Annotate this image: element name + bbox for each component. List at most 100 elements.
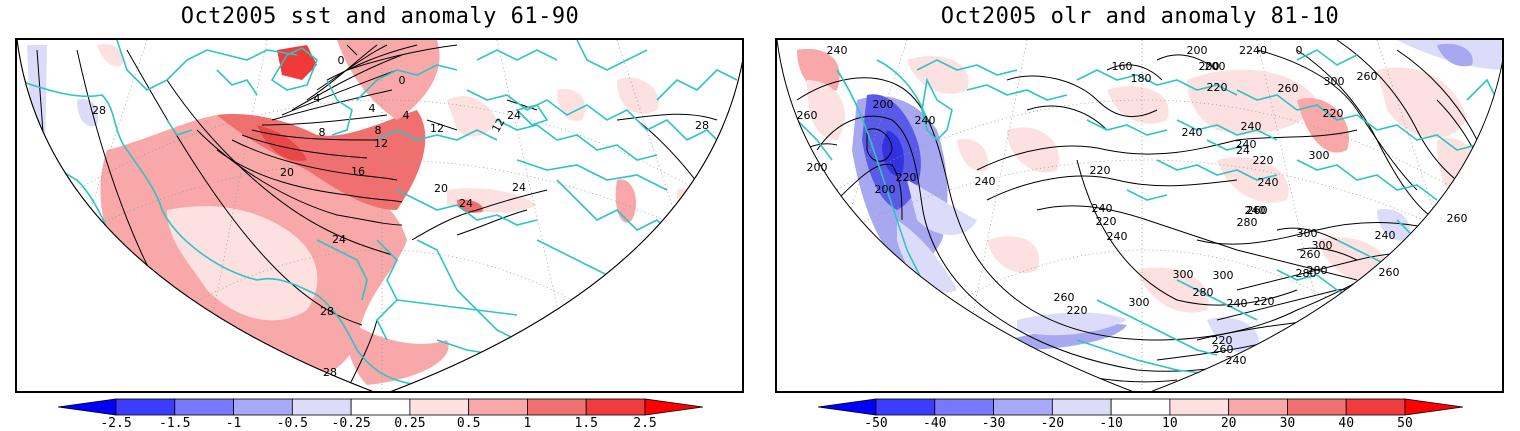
coastlines <box>17 40 738 388</box>
contour-label: 24 <box>1236 144 1250 157</box>
olr-colorbar <box>818 398 1463 416</box>
contour-label: 0 <box>1296 44 1303 57</box>
contour-label: 240 <box>1092 202 1113 215</box>
colorbar-box <box>527 398 587 416</box>
colorbar-box <box>115 398 176 416</box>
contour-label: 24 <box>507 109 521 122</box>
colorbar-box <box>1228 398 1288 416</box>
contour-label: 16 <box>351 165 365 178</box>
colorbar-tick-label: 50 <box>1397 416 1413 431</box>
colorbar-tick-label: -0.25 <box>331 416 371 431</box>
colorbar-upper-extend <box>1404 398 1463 416</box>
sst-contours <box>36 44 738 391</box>
contour-label: 280 <box>1193 286 1214 299</box>
colorbar-upper-extend <box>644 398 703 416</box>
contour-label: 300 <box>1297 227 1318 240</box>
contour-label: 20 <box>280 166 294 179</box>
contour-label: 300 <box>1324 75 1345 88</box>
contour-label: 220 <box>1253 154 1274 167</box>
contour-label: 260 <box>1247 204 1268 217</box>
contour-label: 28 <box>320 305 334 318</box>
colorbar-box <box>993 398 1053 416</box>
colorbar-box <box>174 398 234 416</box>
colorbar-tick-label: 20 <box>1220 416 1237 431</box>
contour-label: 300 <box>1312 239 1333 252</box>
colorbar-box <box>233 398 293 416</box>
contour-label: 300 <box>1129 296 1150 309</box>
left-map-title: Oct2005 sst and anomaly 61-90 <box>180 4 580 29</box>
contour-label: 200 <box>873 98 894 111</box>
contour-label: 240 <box>827 44 848 57</box>
colorbar-box <box>468 398 528 416</box>
colorbar-box <box>934 398 994 416</box>
contour-label: 4 <box>314 92 321 105</box>
contour-label: 240 <box>1226 354 1247 367</box>
colorbar-box <box>1169 398 1230 416</box>
colorbar-tick-label: 2.5 <box>633 416 657 431</box>
contour-label: 260 <box>1379 266 1400 279</box>
colorbar-tick-label: -0.5 <box>276 416 308 431</box>
contour-label: 200 <box>1187 44 1208 57</box>
contour-label: 200 <box>807 161 828 174</box>
contour-label: 28 <box>92 104 106 117</box>
contour-label: 300 <box>1173 268 1194 281</box>
contour-label: 24 <box>459 197 473 210</box>
contour-label: 280 <box>1307 264 1328 277</box>
contour-label: 200 <box>875 183 896 196</box>
colorbar-tick-label: 40 <box>1338 416 1355 431</box>
contour-label: 220 <box>1067 304 1088 317</box>
colorbar-lower-extend <box>58 398 117 416</box>
olr-anomaly-map: 2402001601802240020020022026030022026020… <box>775 38 1504 393</box>
contour-label: 220 <box>1254 295 1275 308</box>
colorbar-tick-label: -1.5 <box>159 416 191 431</box>
contour-label: 200 <box>1205 60 1226 73</box>
contour-label: 300 <box>1309 149 1330 162</box>
contour-label: 240 <box>1375 229 1396 242</box>
contour-label: 220 <box>1212 334 1233 347</box>
olr-contour-labels: 2402001601802240020020022026030022026020… <box>797 44 1468 367</box>
contour-label: 4 <box>369 102 376 115</box>
colorbar-tick-label: -40 <box>923 416 947 431</box>
colorbar-box <box>1051 398 1112 416</box>
colorbar-box <box>875 398 936 416</box>
contour-label: 220 <box>1090 164 1111 177</box>
colorbar-tick-label: 0.25 <box>394 416 426 431</box>
contour-label: 220 <box>1096 215 1117 228</box>
contour-label: 240 <box>1107 230 1128 243</box>
contour-label: 4 <box>403 109 410 122</box>
colorbar-tick-label: -50 <box>864 416 888 431</box>
colorbar-tick-label: 1.5 <box>574 416 598 431</box>
contour-label: 240 <box>1258 176 1279 189</box>
colorbar-tick-label: -2.5 <box>100 416 132 431</box>
contour-label: 280 <box>1237 216 1258 229</box>
colorbar-box <box>1110 398 1171 416</box>
colorbar-box <box>1345 398 1406 416</box>
contour-label: 260 <box>1278 82 1299 95</box>
contour-label: 260 <box>1054 291 1075 304</box>
olr-map-canvas: 2402001601802240020020022026030022026020… <box>777 40 1502 391</box>
colorbar-tick-label: -10 <box>1099 416 1123 431</box>
colorbar-tick-label: 30 <box>1279 416 1296 431</box>
contour-label: 180 <box>1131 72 1152 85</box>
contour-label: 260 <box>1447 212 1468 225</box>
contour-label: 240 <box>1241 120 1262 133</box>
colorbar-tick-label: 10 <box>1162 416 1178 431</box>
colorbar-box <box>291 398 352 416</box>
contour-label: 240 <box>1182 126 1203 139</box>
colorbar-tick-label: 1 <box>523 416 532 431</box>
right-map-title: Oct2005 olr and anomaly 81-10 <box>940 4 1340 29</box>
contour-label: 260 <box>1300 248 1321 261</box>
contour-label: 8 <box>319 126 326 139</box>
colorbar-tick-label: 0.5 <box>456 416 481 431</box>
contour-label: 12 <box>489 116 507 135</box>
contour-label: 12 <box>374 137 388 150</box>
contour-label: 240 <box>915 114 936 127</box>
sst-anomaly-map: 0 0 4 4 4 8 8 12 12 16 20 20 24 24 24 28 28 28 28 24 12 <box>15 38 744 393</box>
colorbar-lower-extend <box>818 398 877 416</box>
contour-label: 240 <box>975 175 996 188</box>
contour-label: 28 <box>323 366 337 379</box>
contour-label: 220 <box>1323 107 1344 120</box>
contour-label: 200 <box>1199 60 1220 73</box>
